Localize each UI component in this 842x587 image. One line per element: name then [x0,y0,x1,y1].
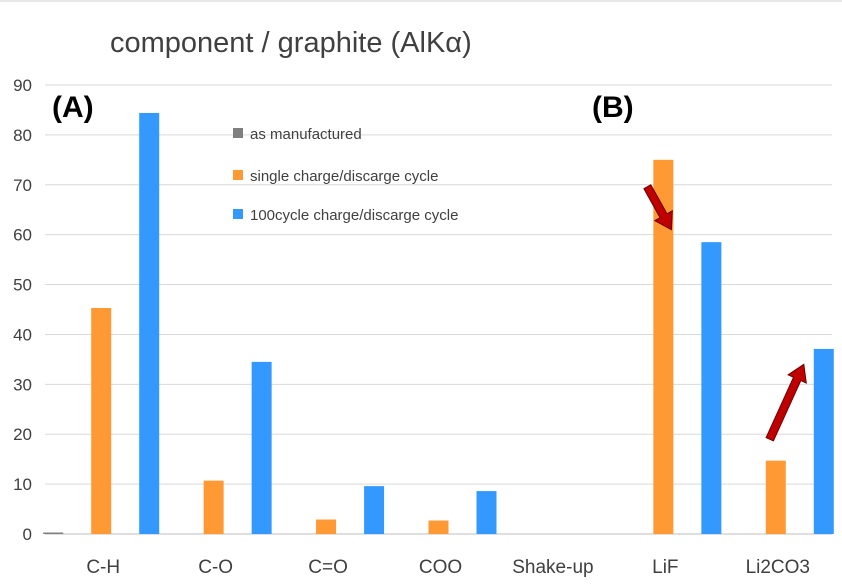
panel-label-a: (A) [52,91,94,124]
y-tick-label-50: 50 [13,276,32,295]
x-tick-label-c-o: C=O [308,557,348,578]
bar-coo-series-1 [428,520,449,534]
annotation-arrows [643,184,807,442]
y-tick-label-30: 30 [13,375,32,394]
bar-lif-series-1 [653,159,674,535]
bar-li2co3-series-1 [765,460,786,534]
arrow-lif-down [643,184,673,231]
legend-label-single-cycle: single charge/discarge cycle [250,168,438,185]
panel-label-b: (B) [592,91,634,124]
x-tick-label-shake-up: Shake-up [512,557,593,578]
bar-lif-series-2 [701,242,722,534]
y-tick-label-20: 20 [13,425,32,444]
bar-c-o-series-1 [203,480,224,534]
bar-c-o-series-2 [364,486,385,534]
legend-swatch-single-cycle [233,170,243,180]
legend: as manufactured single charge/discarge c… [233,126,458,224]
bar-c-h-series-2 [139,112,160,534]
y-tick-label-90: 90 [13,76,32,95]
bar-c-h-series-1 [91,308,112,534]
bars [43,112,834,535]
legend-swatch-100-cycle [233,209,243,219]
x-tick-label-c-h: C-H [86,557,120,578]
y-axis-tick-labels: 0 10 20 30 40 50 60 70 80 90 [13,76,32,544]
x-tick-label-coo: COO [419,557,462,578]
x-tick-label-c-o: C-O [198,557,233,578]
legend-label-as-manufactured: as manufactured [250,126,362,143]
bar-c-h-series-0 [43,532,64,535]
x-tick-label-li2co3: Li2CO3 [746,557,810,578]
bar-c-o-series-1 [316,519,337,534]
y-tick-label-80: 80 [13,126,32,145]
chart-title: component / graphite (AlKα) [110,27,472,59]
arrow-li2co3-up [765,363,807,442]
bar-li2co3-series-2 [813,348,834,534]
y-tick-label-10: 10 [13,475,32,494]
x-axis-category-labels: C-H C-O C=O COO Shake-up LiF Li2CO3 [86,557,810,578]
legend-label-100-cycle: 100cycle charge/discarge cycle [250,207,458,224]
y-tick-label-60: 60 [13,226,32,245]
bar-coo-series-2 [476,491,497,534]
x-tick-label-lif: LiF [652,557,678,578]
y-tick-label-0: 0 [23,525,32,544]
legend-swatch-as-manufactured [233,128,243,138]
bar-c-o-series-2 [251,361,272,534]
y-tick-label-70: 70 [13,176,32,195]
y-tick-label-40: 40 [13,325,32,344]
